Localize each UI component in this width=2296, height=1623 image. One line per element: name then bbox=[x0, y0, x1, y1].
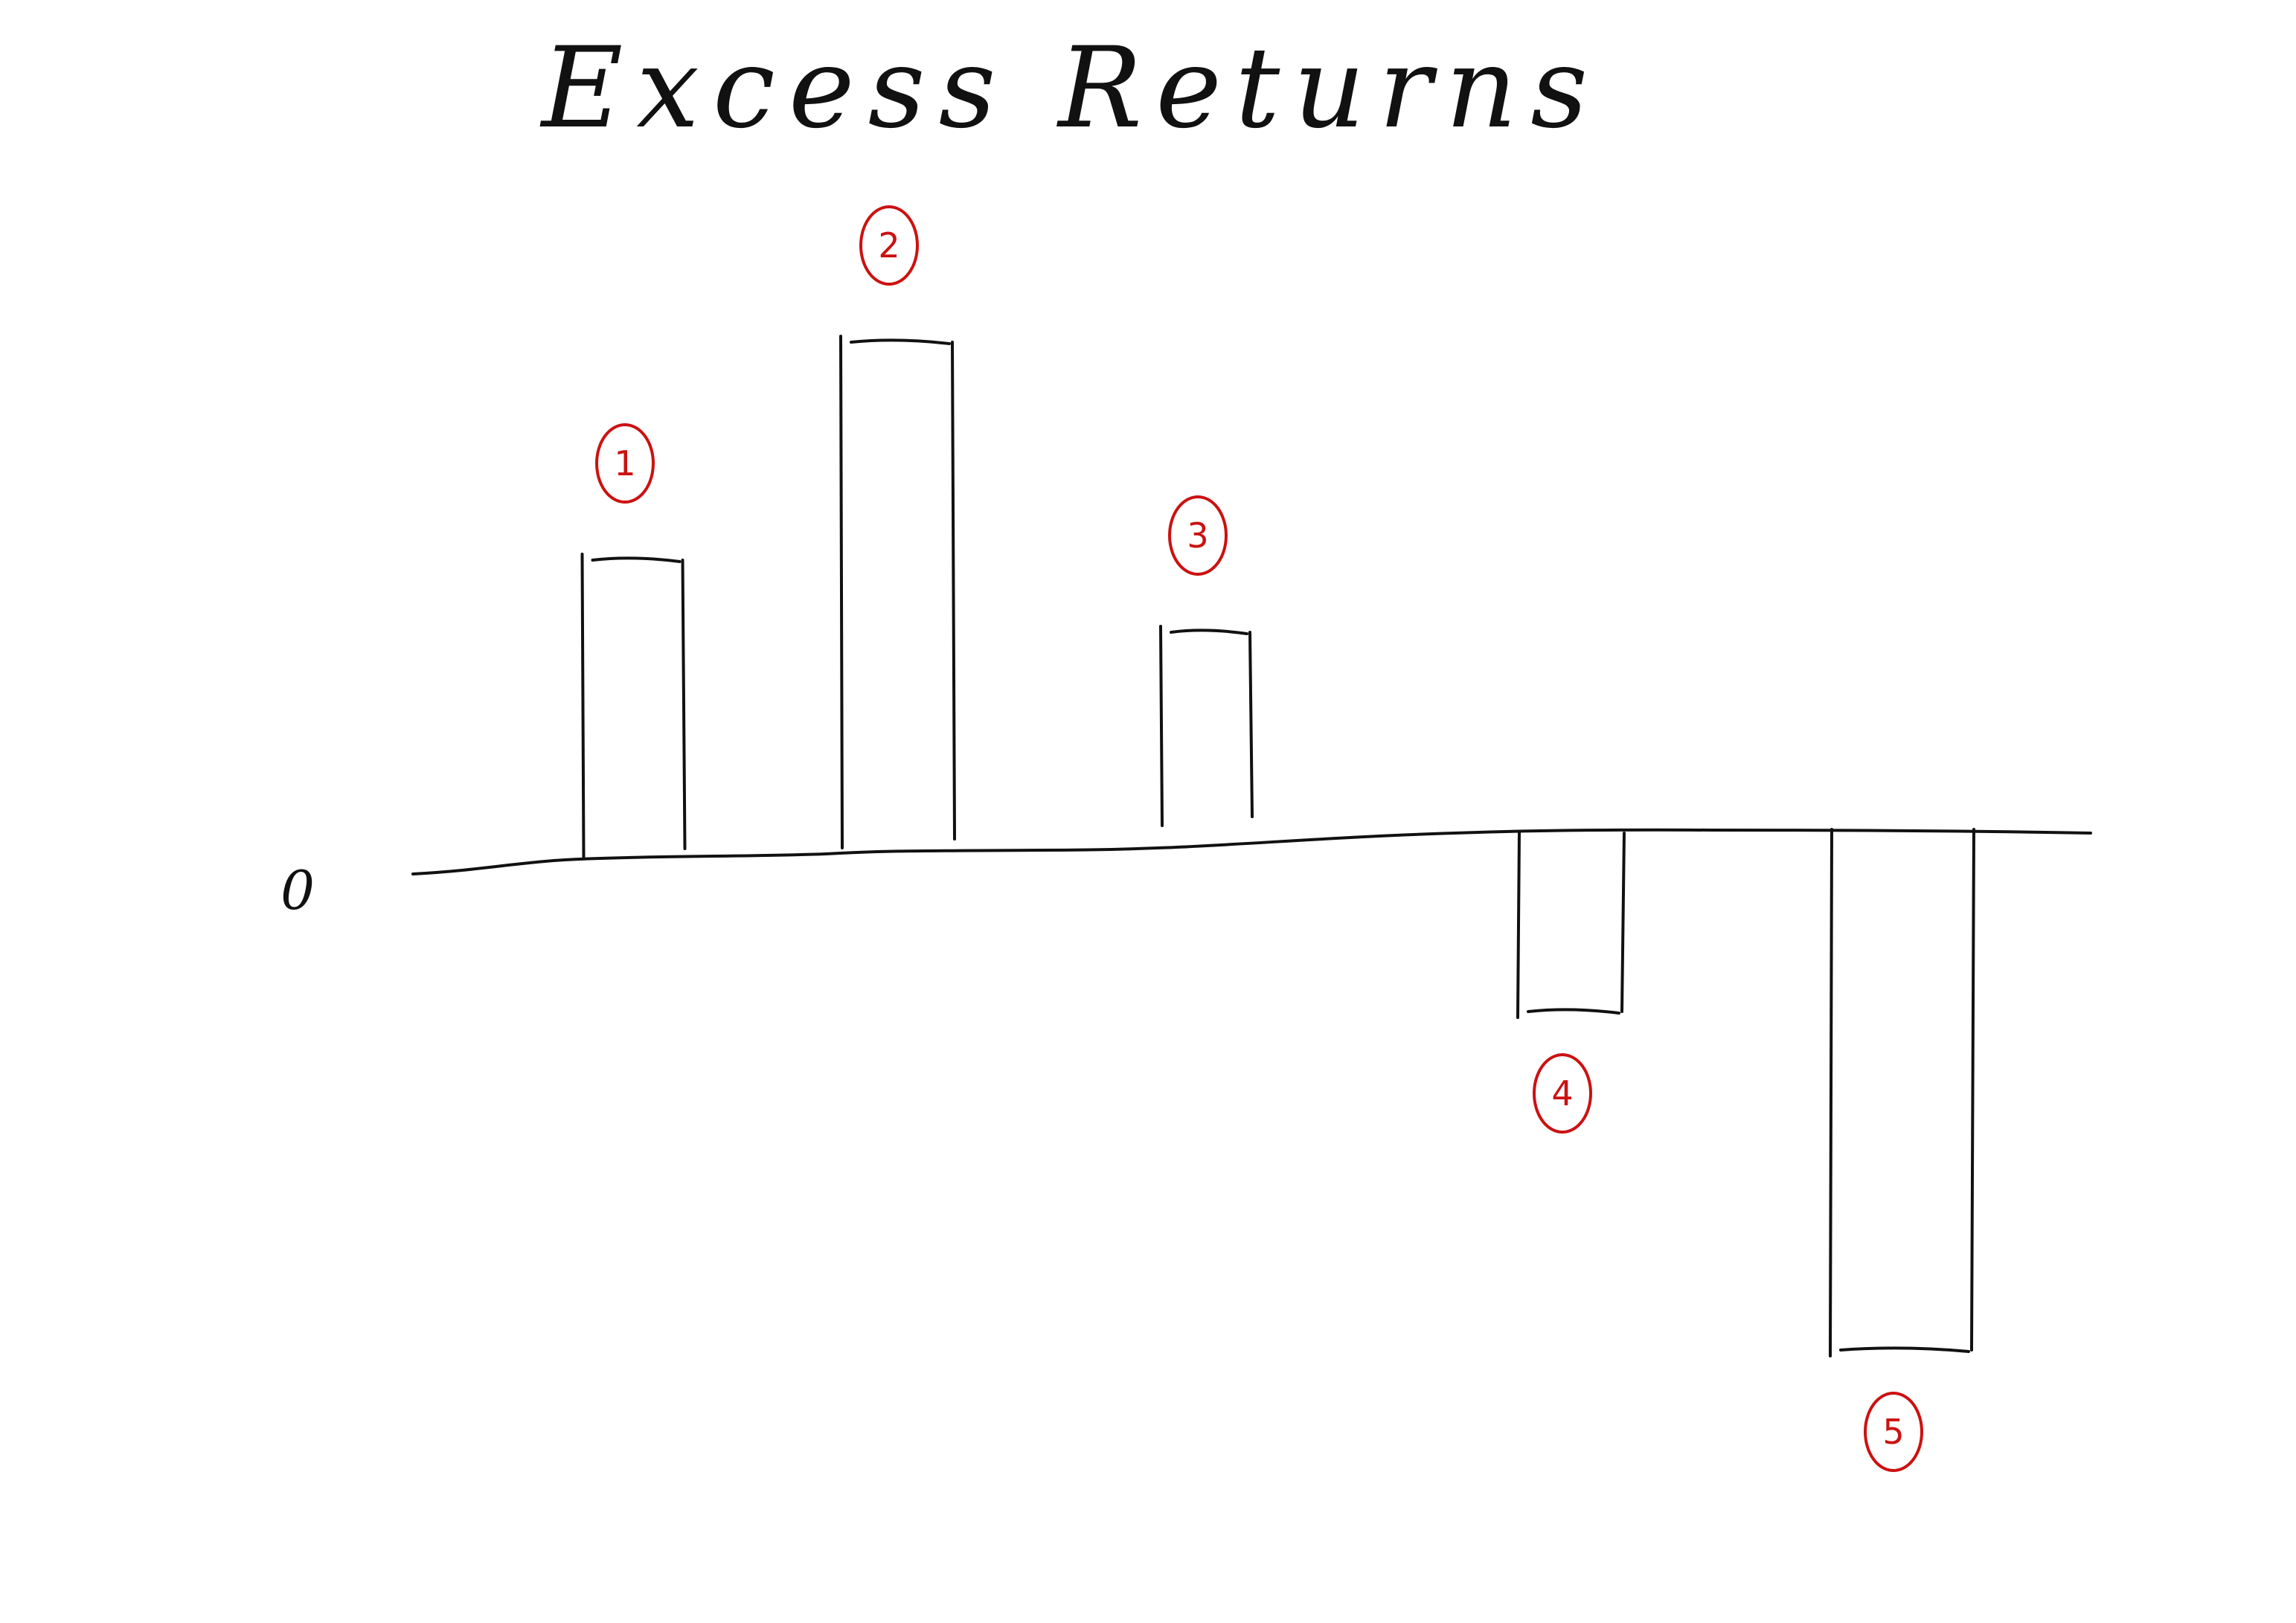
bar-2 bbox=[839, 335, 956, 849]
bar-label-3: 3 bbox=[1168, 495, 1228, 576]
bar-label-text-1: 1 bbox=[614, 443, 635, 483]
bar-label-text-5: 5 bbox=[1882, 1412, 1904, 1452]
bar-labels-group: 1 2 3 4 5 bbox=[595, 205, 1923, 1472]
bar-label-text-2: 2 bbox=[878, 225, 900, 266]
bar-5 bbox=[1829, 828, 1975, 1357]
bar-label-circle-3 bbox=[1168, 495, 1228, 576]
bar-label-circle-5 bbox=[1864, 1392, 1923, 1472]
bars-group bbox=[580, 335, 1975, 1357]
bar-1 bbox=[580, 553, 687, 859]
bar-label-text-4: 4 bbox=[1551, 1073, 1573, 1113]
chart-title: Excess Returns bbox=[539, 24, 1601, 153]
bar-label-text-3: 3 bbox=[1187, 515, 1208, 556]
y-axis-zero-label: 0 bbox=[280, 859, 315, 922]
bar-3 bbox=[1159, 625, 1254, 827]
bar-label-circle-2 bbox=[859, 205, 919, 286]
zero-baseline bbox=[411, 828, 2092, 875]
bar-label-4: 4 bbox=[1533, 1053, 1592, 1134]
bar-label-circle-1 bbox=[595, 423, 655, 504]
bar-label-circle-4 bbox=[1533, 1053, 1592, 1134]
bar-label-5: 5 bbox=[1864, 1392, 1923, 1472]
bar-label-1: 1 bbox=[595, 423, 655, 504]
bar-4 bbox=[1516, 832, 1626, 1019]
bar-label-2: 2 bbox=[859, 205, 919, 286]
